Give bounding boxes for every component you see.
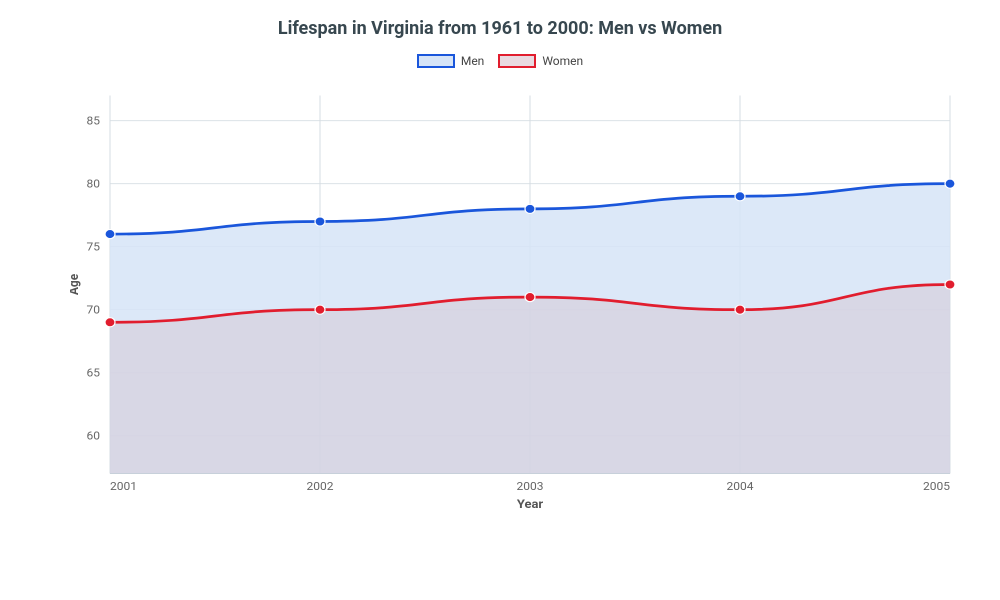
marker-women[interactable] [315, 305, 325, 314]
x-tick-label: 2001 [110, 479, 137, 492]
marker-women[interactable] [945, 280, 955, 289]
chart-plot-area: 60 65 70 75 80 85 2001 2002 2003 2004 2005 Age Year [70, 90, 960, 510]
legend-item-men[interactable]: Men [417, 54, 484, 68]
marker-women[interactable] [735, 305, 745, 314]
marker-women[interactable] [105, 318, 115, 327]
legend-item-women[interactable]: Women [498, 54, 583, 68]
marker-men[interactable] [735, 192, 745, 201]
chart-container: Lifespan in Virginia from 1961 to 2000: … [0, 0, 1000, 600]
y-tick-label: 80 [87, 177, 100, 190]
marker-men[interactable] [315, 217, 325, 226]
x-tick-label: 2002 [307, 479, 335, 492]
legend-swatch-men [417, 54, 455, 68]
chart-title: Lifespan in Virginia from 1961 to 2000: … [0, 18, 1000, 39]
y-tick-label: 65 [87, 366, 100, 379]
chart-legend: Men Women [0, 54, 1000, 68]
x-axis-title: Year [517, 498, 544, 510]
marker-men[interactable] [105, 230, 115, 239]
marker-women[interactable] [525, 293, 535, 302]
x-tick-label: 2003 [517, 479, 544, 492]
marker-men[interactable] [945, 179, 955, 188]
y-axis-title: Age [70, 274, 82, 295]
x-tick-label: 2004 [727, 479, 755, 492]
x-tick-label: 2005 [923, 479, 950, 492]
marker-men[interactable] [525, 204, 535, 213]
chart-svg: 60 65 70 75 80 85 2001 2002 2003 2004 2005 Age Year [70, 90, 960, 510]
y-tick-label: 70 [87, 303, 100, 316]
legend-label-women: Women [542, 54, 583, 68]
y-tick-label: 60 [87, 429, 100, 442]
legend-swatch-women [498, 54, 536, 68]
y-tick-label: 75 [87, 240, 100, 253]
legend-label-men: Men [461, 54, 484, 68]
y-tick-label: 85 [87, 114, 100, 127]
